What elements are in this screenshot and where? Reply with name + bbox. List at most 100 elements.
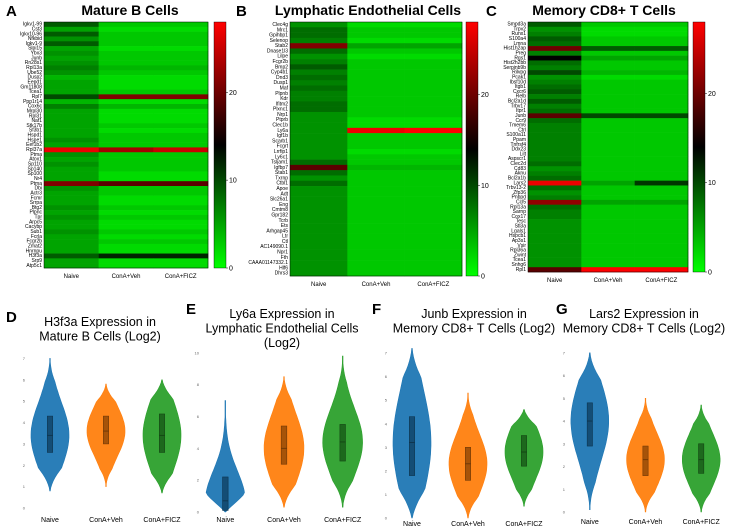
gene-label: AC149090.1 bbox=[260, 244, 288, 250]
heatmap-cell bbox=[581, 74, 635, 80]
heatmap-cell bbox=[404, 85, 463, 92]
heatmap-cell bbox=[98, 41, 154, 47]
heatmap-cell bbox=[581, 118, 635, 124]
heatmap-cell bbox=[347, 260, 405, 266]
heatmap-cell bbox=[153, 147, 209, 153]
heatmap-cell bbox=[44, 36, 99, 42]
heatmap-cell bbox=[153, 142, 209, 148]
gene-label: Serpinb9b bbox=[503, 65, 526, 71]
heatmap-cell bbox=[98, 132, 154, 139]
gene-label: Ibsf10d bbox=[510, 79, 527, 85]
heatmap-cell bbox=[581, 79, 635, 85]
y-tick-label: 6 bbox=[385, 374, 388, 379]
heatmap-cell bbox=[581, 199, 635, 205]
heatmap-cell bbox=[98, 190, 154, 196]
gene-label: Clec2d bbox=[510, 161, 526, 167]
heatmap-cell bbox=[347, 90, 405, 97]
heatmap-cell bbox=[290, 196, 348, 203]
gene-label: Lgals1 bbox=[511, 228, 526, 234]
gene-label: Ptma bbox=[30, 152, 42, 158]
heatmap-cell bbox=[634, 70, 689, 76]
gene-label: Dusp2 bbox=[28, 75, 43, 81]
heatmap-cell bbox=[98, 205, 154, 211]
gene-label: Sp110 bbox=[28, 162, 42, 168]
heatmap-cell bbox=[634, 103, 689, 109]
heatmap-cell bbox=[581, 36, 635, 42]
heatmap-cell bbox=[290, 180, 348, 187]
heatmap-cell bbox=[634, 26, 689, 32]
y-tick-label: 2 bbox=[197, 478, 200, 483]
gene-label: Zmat2 bbox=[28, 244, 42, 250]
heatmap-cell bbox=[44, 123, 99, 129]
heatmap-cell bbox=[153, 186, 209, 192]
heatmap-cell bbox=[404, 244, 463, 250]
gene-label: Eng bbox=[279, 202, 288, 208]
gene-label: Hnrnpu bbox=[26, 248, 43, 254]
heatmap-cell bbox=[528, 31, 582, 37]
gene-label: Actr3 bbox=[30, 190, 42, 196]
heatmap-cell bbox=[581, 98, 635, 105]
heatmap-cell bbox=[634, 238, 689, 244]
heatmap-cell bbox=[347, 64, 405, 70]
heatmap-cell bbox=[528, 219, 582, 225]
gene-label: Stab2 bbox=[275, 43, 288, 49]
y-tick-label: 5 bbox=[23, 399, 26, 404]
heatmap-cell bbox=[290, 170, 348, 176]
heatmap-cell bbox=[404, 74, 463, 81]
heatmap-cell bbox=[528, 252, 582, 258]
heatmap-cell bbox=[347, 180, 405, 187]
gene-label: Igfbp7 bbox=[274, 165, 288, 171]
gene-label: S100a11 bbox=[506, 132, 526, 138]
heatmap-cell bbox=[347, 96, 405, 102]
heatmap-cell bbox=[581, 147, 635, 153]
heatmap-cell bbox=[290, 138, 348, 145]
gene-label: Fth bbox=[281, 255, 288, 261]
heatmap-cell bbox=[290, 212, 348, 219]
heatmap-cell bbox=[290, 117, 348, 123]
gene-label: Gpihbp1 bbox=[269, 33, 288, 39]
heatmap-cell bbox=[528, 94, 582, 100]
y-tick-label: 5 bbox=[563, 396, 566, 401]
gene-label: Rpl13a bbox=[26, 65, 42, 71]
heatmap-cell bbox=[581, 156, 635, 162]
heatmap-cell bbox=[347, 43, 405, 49]
category-label: ConA+Veh bbox=[89, 517, 123, 524]
heatmap-cell bbox=[98, 224, 154, 230]
y-tick-label: 6 bbox=[23, 377, 26, 382]
box-iqr bbox=[222, 476, 229, 511]
gene-label: Igkv1-99 bbox=[23, 22, 42, 28]
gene-label: Aknu bbox=[515, 171, 527, 177]
gene-label: Ccr9 bbox=[515, 118, 526, 124]
heatmap-cell bbox=[153, 161, 209, 168]
heatmap-cell bbox=[581, 89, 635, 95]
heatmap-cell bbox=[153, 200, 209, 206]
heatmap-cell bbox=[153, 166, 209, 172]
column-label: ConA+FICZ bbox=[165, 274, 197, 280]
gene-label: Rn28s1 bbox=[25, 60, 42, 66]
gene-label: Nfkbid bbox=[28, 36, 42, 42]
heatmap-cell bbox=[404, 48, 463, 55]
gene-label: Naf1 bbox=[31, 118, 42, 124]
panel-letter: D bbox=[6, 309, 17, 326]
heatmap-cell bbox=[290, 27, 348, 33]
heatmap-cell bbox=[347, 254, 405, 261]
heatmap-cell bbox=[98, 128, 154, 134]
heatmap-cell bbox=[98, 239, 154, 245]
heatmap-cell bbox=[98, 99, 154, 105]
gene-label: Ltr bbox=[282, 234, 288, 240]
gene-label: Junb bbox=[31, 55, 42, 61]
gene-label: Sp140 bbox=[28, 166, 43, 172]
heatmap-cell bbox=[98, 229, 154, 235]
heatmap-cell bbox=[98, 60, 154, 66]
heatmap-cell bbox=[290, 69, 348, 76]
heatmap-cell bbox=[153, 108, 209, 114]
heatmap-cell bbox=[404, 180, 463, 187]
category-label: ConA+Veh bbox=[629, 519, 663, 526]
heatmap-cell bbox=[528, 175, 582, 181]
heatmap-cell bbox=[528, 41, 582, 47]
heatmap-cell bbox=[634, 127, 689, 133]
heatmap-cell bbox=[528, 142, 582, 148]
violin-title: (Log2) bbox=[264, 336, 300, 350]
gene-label: Smpd3a bbox=[507, 22, 526, 28]
